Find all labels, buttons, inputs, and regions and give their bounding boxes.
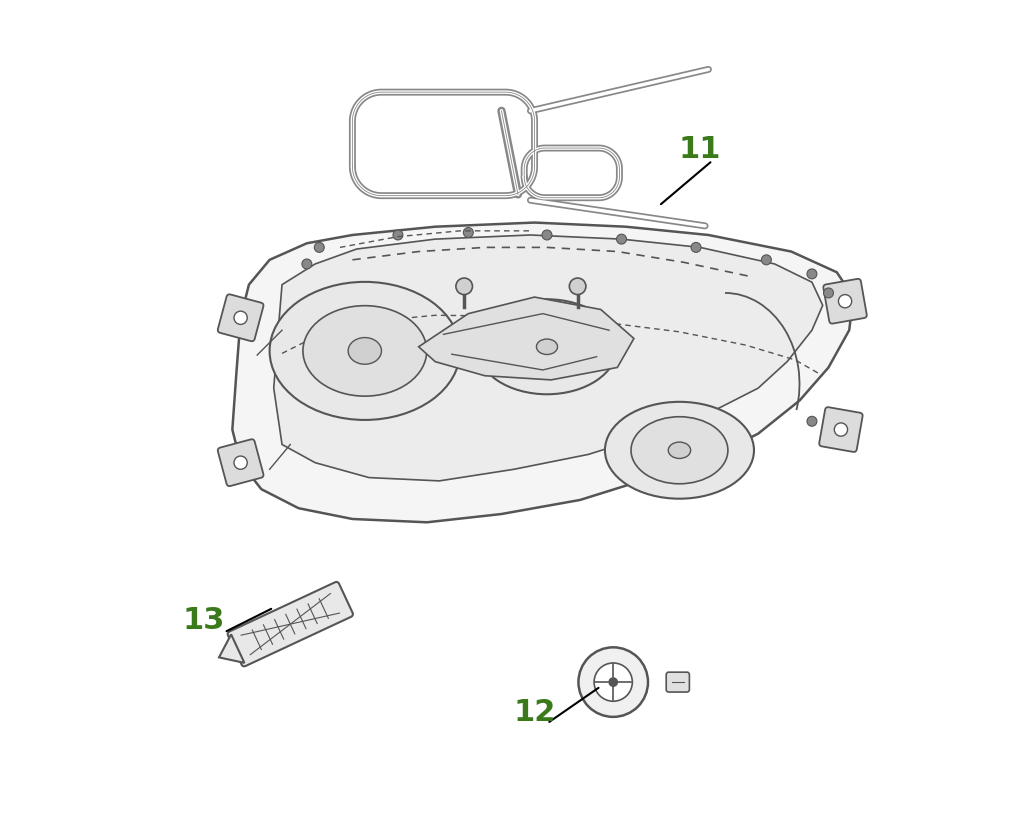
Circle shape [463, 228, 473, 238]
Ellipse shape [269, 283, 460, 420]
Text: 13: 13 [182, 605, 225, 635]
Circle shape [616, 235, 627, 245]
Circle shape [301, 260, 312, 270]
FancyBboxPatch shape [666, 672, 689, 692]
Circle shape [834, 423, 847, 437]
Circle shape [234, 312, 248, 325]
FancyBboxPatch shape [819, 408, 863, 452]
Ellipse shape [537, 340, 557, 355]
FancyBboxPatch shape [218, 295, 263, 342]
Circle shape [314, 243, 324, 253]
Text: 11: 11 [679, 134, 721, 164]
FancyBboxPatch shape [218, 440, 263, 486]
Polygon shape [219, 634, 244, 663]
Polygon shape [274, 236, 823, 481]
Circle shape [824, 289, 834, 299]
Ellipse shape [605, 403, 754, 500]
FancyBboxPatch shape [824, 280, 867, 324]
Circle shape [542, 231, 552, 241]
Polygon shape [232, 223, 854, 523]
Circle shape [761, 256, 772, 265]
Circle shape [570, 279, 586, 295]
Circle shape [609, 678, 617, 686]
Ellipse shape [477, 300, 617, 394]
Text: 12: 12 [514, 696, 555, 726]
Ellipse shape [501, 316, 593, 379]
Ellipse shape [631, 417, 728, 485]
Circle shape [456, 279, 472, 295]
Circle shape [838, 295, 852, 308]
Polygon shape [419, 298, 634, 380]
Circle shape [807, 270, 817, 280]
Circle shape [691, 243, 701, 253]
Circle shape [578, 648, 648, 717]
Ellipse shape [303, 306, 427, 397]
Circle shape [594, 663, 632, 701]
Circle shape [393, 231, 403, 241]
Circle shape [234, 457, 248, 470]
FancyBboxPatch shape [228, 582, 353, 667]
Circle shape [807, 417, 817, 427]
Ellipse shape [668, 442, 691, 459]
Ellipse shape [348, 338, 381, 365]
